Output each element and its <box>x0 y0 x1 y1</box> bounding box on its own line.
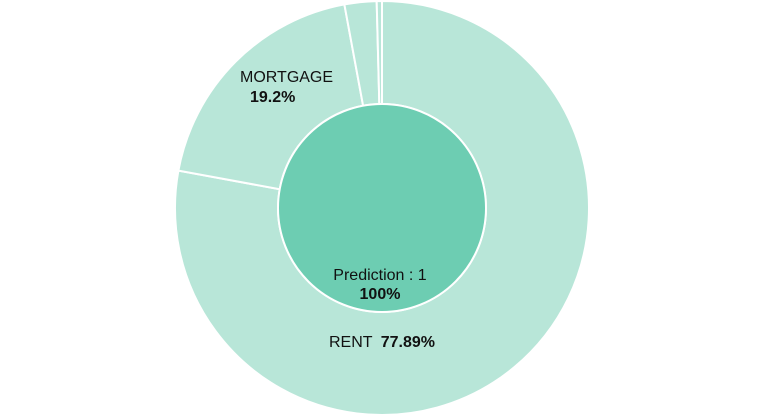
outer-ring <box>174 0 590 416</box>
slice-label-rent-line: RENT 77.89% <box>329 334 435 351</box>
slice-value-rent: 77.89% <box>381 334 435 351</box>
inner-slice-prediction-1[interactable] <box>277 103 487 313</box>
inner-value-label: 100% <box>360 286 401 303</box>
slice-label-rent: RENT <box>329 334 373 351</box>
slice-label-mortgage: MORTGAGE <box>240 69 333 86</box>
slice-value-mortgage: 19.2% <box>250 89 295 106</box>
inner-label: Prediction : 1 <box>333 267 426 284</box>
